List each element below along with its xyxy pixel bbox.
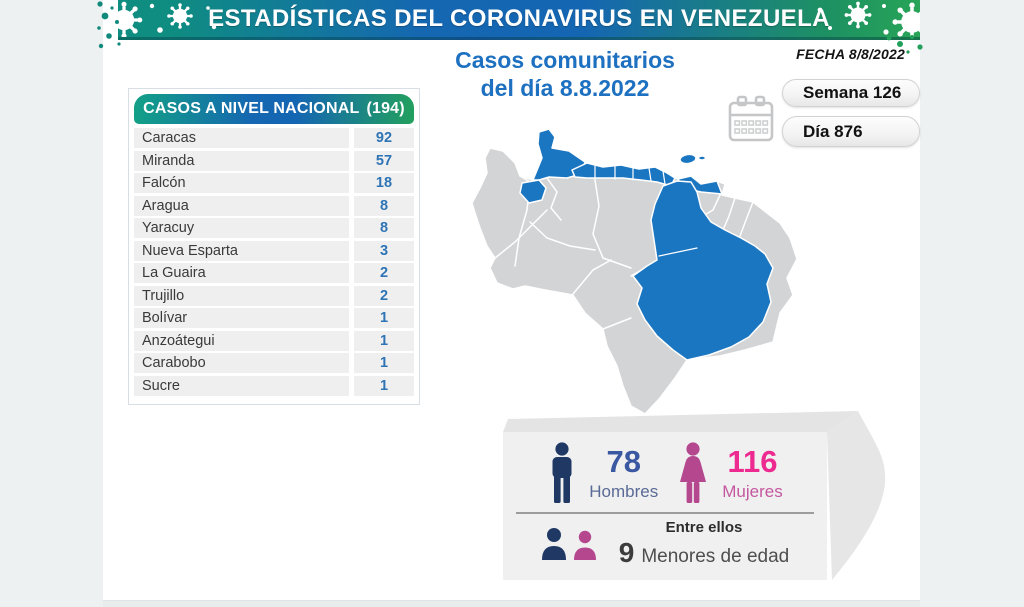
state-name: Bolívar [134, 308, 349, 328]
card-divider [516, 512, 814, 514]
table-row: Nueva Esparta 3 [134, 240, 414, 261]
woman-icon [680, 442, 707, 503]
week-counter-label: Semana 126 [803, 83, 902, 102]
state-name: Caracas [134, 128, 349, 148]
case-count: 57 [354, 150, 414, 171]
case-count: 1 [354, 330, 414, 351]
women-stat: 116 Mujeres [676, 442, 783, 504]
case-count: 1 [354, 308, 414, 328]
table-row: Caracas 92 [134, 128, 414, 148]
state-name: Carabobo [134, 353, 349, 373]
table-row: Miranda 57 [134, 150, 414, 171]
table-header-label: CASOS A NIVEL NACIONAL [143, 100, 360, 117]
left-margin [0, 0, 103, 607]
report-date: FECHA 8/8/2022 [796, 46, 905, 62]
case-count: 1 [354, 375, 414, 396]
women-label: Mujeres [722, 482, 783, 501]
header-banner: ESTADÍSTICAS DEL CORONAVIRUS EN VENEZUEL… [118, 0, 920, 37]
case-count: 1 [354, 353, 414, 373]
day-counter-label: Día 876 [803, 121, 863, 141]
state-name: Falcón [134, 173, 349, 193]
table-header: CASOS A NIVEL NACIONAL (194) [134, 94, 414, 124]
table-row: Trujillo 2 [134, 285, 414, 306]
minors-intro: Entre ellos [665, 519, 743, 536]
right-margin [920, 0, 1024, 607]
virus-icon [817, 0, 920, 37]
national-cases-table: CASOS A NIVEL NACIONAL (194) Caracas 92 M… [128, 88, 420, 405]
table-row: Aragua 8 [134, 195, 414, 216]
case-count: 2 [354, 285, 414, 306]
table-row: Sucre 1 [134, 375, 414, 396]
table-row: Bolívar 1 [134, 308, 414, 328]
main-title-line2: del día 8.8.2022 [480, 75, 650, 101]
men-count: 78 [606, 444, 641, 479]
state-name: Trujillo [134, 285, 349, 306]
state-name: Miranda [134, 150, 349, 171]
state-name: La Guaira [134, 263, 349, 283]
case-count: 92 [354, 128, 414, 148]
men-label: Hombres [589, 482, 659, 501]
state-name: Aragua [134, 195, 349, 216]
state-name: Yaracuy [134, 218, 349, 238]
men-stat: 78 Hombres [547, 442, 658, 504]
man-icon [552, 442, 572, 503]
banner-shadow-line [118, 37, 920, 40]
page-title: ESTADÍSTICAS DEL CORONAVIRUS EN VENEZUEL… [208, 4, 830, 32]
table-row: Carabobo 1 [134, 353, 414, 373]
main-title: Casos comunitarios del día 8.8.2022 [415, 46, 715, 102]
week-counter: Semana 126 [782, 79, 920, 107]
table-row: La Guaira 2 [134, 263, 414, 283]
table-header-total: (194) [366, 100, 405, 117]
venezuela-map [471, 128, 798, 413]
day-counter: Día 876 [782, 116, 920, 147]
case-count: 3 [354, 240, 414, 261]
gender-row: 78 Hombres 116 Mujeres [503, 442, 827, 512]
table-row: Anzoátegui 1 [134, 330, 414, 351]
virus-dots-decoration [886, 35, 923, 54]
case-count: 8 [354, 218, 414, 238]
minors-row: Entre ellos 9 Menores de edad [503, 520, 827, 567]
gender-card: 78 Hombres 116 Mujeres [503, 432, 827, 580]
case-count: 18 [354, 173, 414, 193]
map-highlighted-states [519, 128, 774, 361]
table-row: Yaracuy 8 [134, 218, 414, 238]
state-name: Nueva Esparta [134, 240, 349, 261]
table-row: Falcón 18 [134, 173, 414, 193]
bottom-margin [103, 600, 920, 607]
calendar-icon [728, 95, 774, 142]
women-count: 116 [727, 444, 778, 479]
state-name: Anzoátegui [134, 330, 349, 351]
card-3d-decoration [503, 411, 886, 580]
case-count: 2 [354, 263, 414, 283]
case-count: 8 [354, 195, 414, 216]
virus-icon [118, 0, 217, 37]
state-name: Sucre [134, 375, 349, 396]
main-title-line1: Casos comunitarios [455, 47, 675, 73]
minors-count: 9 [618, 537, 635, 568]
virus-dots-decoration [97, 1, 121, 49]
minors-label: Menores de edad [641, 546, 790, 567]
two-people-icon [541, 527, 596, 560]
